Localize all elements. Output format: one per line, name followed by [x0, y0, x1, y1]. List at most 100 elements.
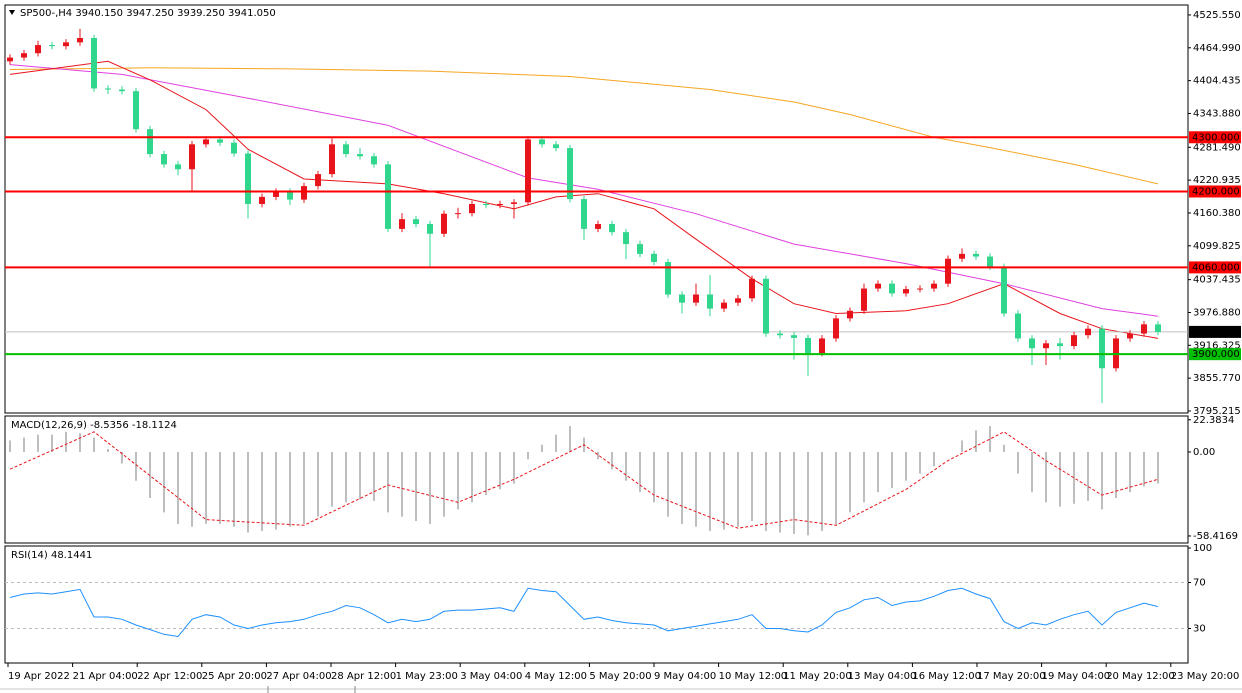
- histogram-bar: [331, 451, 333, 507]
- x-tick-label: 19 May 04:00: [1042, 671, 1111, 682]
- candle-body: [525, 139, 531, 203]
- histogram-bar: [107, 449, 109, 452]
- candle-body: [833, 318, 839, 339]
- histogram-bar: [863, 451, 865, 503]
- candle-body: [581, 199, 587, 229]
- candle-body: [1057, 343, 1063, 347]
- candle-body: [595, 224, 601, 229]
- y-tick-label: 22.3834: [1193, 415, 1234, 426]
- histogram-bar: [919, 451, 921, 474]
- histogram-bar: [961, 440, 963, 452]
- histogram-bar: [499, 451, 501, 490]
- y-tick-label: 4404.435: [1193, 76, 1241, 87]
- candle-body: [917, 288, 923, 290]
- x-tick-label: 21 Apr 04:00: [73, 671, 138, 682]
- histogram-bar: [219, 451, 221, 524]
- histogram-bar: [415, 451, 417, 521]
- histogram-bar: [191, 451, 193, 527]
- candle-body: [749, 278, 755, 299]
- histogram-bar: [807, 451, 809, 536]
- histogram-bar: [849, 451, 851, 513]
- level-label: 4300.000: [1192, 132, 1240, 143]
- x-tick-label: 16 May 12:00: [912, 671, 981, 682]
- histogram-bar: [65, 431, 67, 452]
- candle-body: [287, 191, 293, 200]
- histogram-bar: [527, 451, 529, 460]
- histogram-bar: [345, 451, 347, 503]
- histogram-bar: [1059, 451, 1061, 507]
- histogram-bar: [989, 426, 991, 452]
- candle-body: [189, 144, 195, 170]
- level-tag: [1189, 261, 1241, 274]
- histogram-bar: [373, 451, 375, 501]
- y-tick-label: 4037.435: [1193, 275, 1241, 286]
- candle-body: [343, 144, 349, 155]
- histogram-bar: [443, 451, 445, 517]
- y-tick-label: 3916.325: [1193, 340, 1241, 351]
- y-tick-label: 4464.990: [1193, 43, 1241, 54]
- x-tick-label: 4 May 12:00: [525, 671, 587, 682]
- candle-body: [805, 337, 811, 354]
- histogram-bar: [163, 451, 165, 513]
- rsi-line: [9, 587, 1159, 638]
- candle-body: [399, 219, 405, 229]
- histogram-bar: [877, 451, 879, 493]
- candle-body: [609, 224, 615, 233]
- candle-body: [791, 335, 797, 338]
- y-tick-label: 4220.935: [1193, 175, 1241, 186]
- candle-body: [49, 45, 55, 47]
- candle-body: [385, 164, 391, 229]
- candle-body: [259, 196, 265, 204]
- x-tick-label: 9 May 04:00: [654, 671, 716, 682]
- histogram-bar: [695, 451, 697, 527]
- level-tag: [1189, 185, 1241, 198]
- histogram-bar: [135, 451, 137, 481]
- candle-body: [721, 302, 727, 309]
- candle-body: [735, 298, 741, 303]
- histogram-bar: [541, 444, 543, 452]
- histogram-bar: [1115, 451, 1117, 498]
- histogram-bar: [1129, 451, 1131, 493]
- collapse-arrow[interactable]: [9, 10, 15, 15]
- y-tick-label: 4343.880: [1193, 108, 1241, 119]
- candle-body: [7, 57, 13, 62]
- candle-body: [329, 144, 335, 175]
- histogram-bar: [233, 451, 235, 527]
- level-label: 3900.000: [1192, 349, 1240, 360]
- candle-body: [217, 139, 223, 143]
- histogram-bar: [247, 451, 249, 533]
- candle-body: [105, 88, 111, 90]
- candle-body: [959, 253, 965, 259]
- candle-body: [931, 283, 937, 289]
- histogram-bar: [485, 451, 487, 496]
- histogram-bar: [359, 451, 361, 500]
- x-tick-label: 13 May 04:00: [848, 671, 917, 682]
- histogram-bar: [555, 434, 557, 452]
- candle-body: [483, 203, 489, 206]
- x-tick-label: 17 May 20:00: [977, 671, 1046, 682]
- candle-body: [637, 244, 643, 254]
- x-tick-label: 5 May 20:00: [589, 671, 651, 682]
- level-tag: [1189, 131, 1241, 144]
- moving-average: [9, 60, 1159, 339]
- candle-body: [651, 253, 657, 262]
- histogram-bar: [471, 451, 473, 503]
- candle-body: [469, 203, 475, 214]
- candle-body: [77, 38, 83, 43]
- y-tick-label: 3795.215: [1193, 406, 1241, 417]
- macd-panel: [4, 415, 1189, 544]
- histogram-bar: [975, 430, 977, 452]
- candle-body: [161, 154, 167, 165]
- candle-body: [973, 253, 979, 257]
- x-tick-label: 20 May 12:00: [1106, 671, 1175, 682]
- histogram-bar: [1143, 451, 1145, 487]
- candle-body: [203, 139, 209, 145]
- histogram-bar: [429, 451, 431, 524]
- histogram-bar: [1157, 451, 1159, 484]
- candle-body: [847, 310, 853, 319]
- x-tick-label: 10 May 12:00: [719, 671, 788, 682]
- candle-body: [21, 53, 27, 58]
- candle-body: [553, 144, 559, 149]
- price-label: 3941.050: [1192, 327, 1240, 338]
